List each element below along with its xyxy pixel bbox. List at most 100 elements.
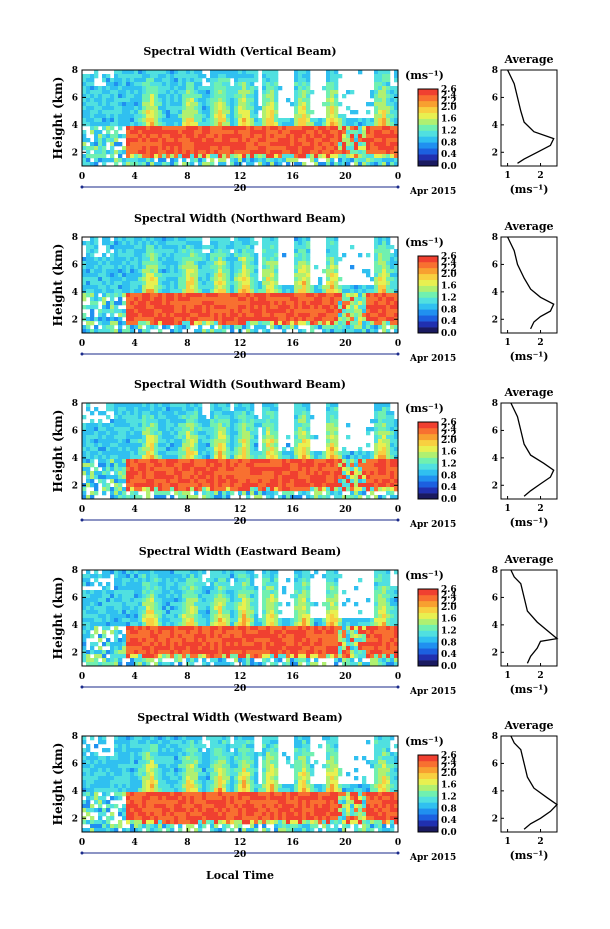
heatmap-cell	[226, 471, 231, 476]
heatmap-cell	[282, 150, 287, 155]
heatmap-cell	[358, 459, 363, 464]
heatmap-cell	[282, 317, 287, 322]
heatmap-cell	[142, 269, 147, 274]
heatmap-cell	[126, 439, 131, 444]
heatmap-cell	[218, 102, 223, 107]
heatmap-cell	[318, 471, 323, 476]
heatmap-cell	[106, 431, 111, 436]
heatmap-cell	[210, 313, 215, 318]
heatmap-cell	[330, 261, 335, 266]
heatmap-cell	[230, 138, 235, 143]
heatmap-cell	[394, 78, 399, 83]
heatmap-cell	[166, 269, 171, 274]
heatmap-cell	[310, 285, 315, 290]
heatmap-cell	[102, 431, 107, 436]
heatmap-cell	[194, 309, 199, 314]
heatmap-cell	[82, 273, 87, 278]
heatmap-cell	[142, 411, 147, 416]
heatmap-cell	[138, 419, 143, 424]
heatmap-cell	[198, 70, 203, 75]
heatmap-cell	[378, 146, 383, 151]
heatmap-cell	[126, 301, 131, 306]
heatmap-cell	[218, 158, 223, 163]
heatmap-cell	[338, 277, 343, 282]
heatmap-cell	[266, 407, 271, 412]
heatmap-cell	[214, 491, 219, 496]
heatmap-cell	[242, 98, 247, 103]
heatmap-cell	[138, 249, 143, 254]
heatmap-cell	[334, 142, 339, 147]
heatmap-cell	[146, 411, 151, 416]
heatmap-cell	[298, 329, 303, 334]
heatmap-cell	[386, 126, 391, 131]
heatmap-cell	[362, 321, 367, 326]
heatmap-cell	[262, 273, 267, 278]
heatmap-cell	[126, 126, 131, 131]
heatmap-cell	[186, 293, 191, 298]
heatmap-cell	[174, 277, 179, 282]
heatmap-cell	[190, 451, 195, 456]
heatmap-cell	[230, 305, 235, 310]
heatmap-cell	[262, 431, 267, 436]
heatmap-cell	[246, 309, 251, 314]
heatmap-cell	[262, 293, 267, 298]
heatmap-cell	[126, 309, 131, 314]
heatmap-cell	[194, 483, 199, 488]
heatmap-cell	[290, 134, 295, 139]
colorbar-swatch	[418, 481, 438, 488]
heatmap-cell	[222, 82, 227, 87]
heatmap-cell	[182, 415, 187, 420]
heatmap-cell	[98, 98, 103, 103]
heatmap-cell	[122, 479, 127, 484]
heatmap-cell	[354, 483, 359, 488]
heatmap-cell	[322, 285, 327, 290]
heatmap-cell	[242, 134, 247, 139]
heatmap-cell	[130, 309, 135, 314]
heatmap-cell	[254, 475, 259, 480]
heatmap-cell	[214, 98, 219, 103]
heatmap-cell	[182, 471, 187, 476]
heatmap-cell	[82, 98, 87, 103]
heatmap-cell	[90, 293, 95, 298]
heatmap-cell	[218, 297, 223, 302]
heatmap-cell	[174, 245, 179, 250]
heatmap-cell	[182, 94, 187, 99]
heatmap-cell	[206, 285, 211, 290]
heatmap-cell	[122, 257, 127, 262]
heatmap-cell	[154, 439, 159, 444]
heatmap-cell	[194, 305, 199, 310]
heatmap-cell	[138, 313, 143, 318]
heatmap-cell	[226, 447, 231, 452]
heatmap-cell	[346, 455, 351, 460]
heatmap-cell	[222, 411, 227, 416]
heatmap-cell	[118, 435, 123, 440]
heatmap-cell	[114, 94, 119, 99]
heatmap-cell	[338, 297, 343, 302]
heatmap-cell	[138, 94, 143, 99]
heatmap-cell	[186, 403, 191, 408]
heatmap-cell	[158, 459, 163, 464]
heatmap-cell	[230, 269, 235, 274]
heatmap-cell	[106, 130, 111, 135]
heatmap-cell	[222, 297, 227, 302]
heatmap-cell	[214, 269, 219, 274]
heatmap-cell	[146, 427, 151, 432]
heatmap-cell	[130, 443, 135, 448]
heatmap-cell	[250, 261, 255, 266]
heatmap-cell	[250, 162, 255, 167]
heatmap-cell	[82, 74, 87, 79]
heatmap-cell	[222, 86, 227, 91]
heatmap-cell	[134, 419, 139, 424]
heatmap-cell	[302, 70, 307, 75]
heatmap-cell	[194, 487, 199, 492]
heatmap-cell	[334, 273, 339, 278]
heatmap-cell	[134, 281, 139, 286]
heatmap-cell	[94, 245, 99, 250]
x-tick-label: 0	[395, 339, 401, 349]
heatmap-cell	[90, 495, 95, 500]
heatmap-cell	[182, 459, 187, 464]
heatmap-cell	[182, 265, 187, 270]
colorbar-tick-label: 2.6	[441, 418, 457, 428]
heatmap-cell	[198, 415, 203, 420]
heatmap-cell	[254, 427, 259, 432]
